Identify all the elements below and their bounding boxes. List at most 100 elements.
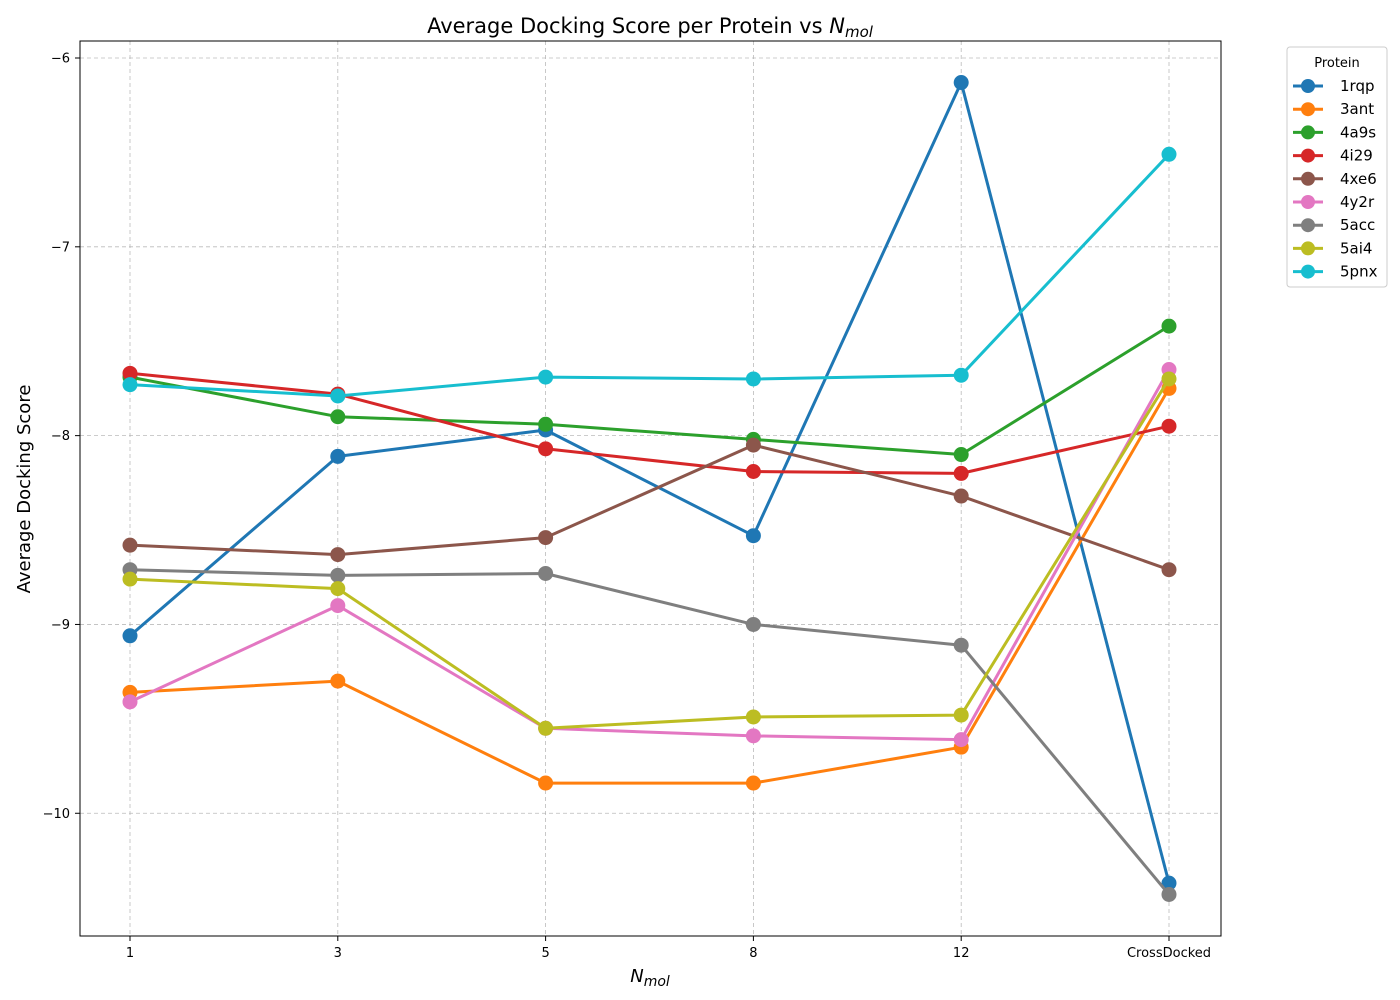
data-point [745, 528, 761, 544]
data-point [330, 388, 346, 404]
data-point [122, 537, 138, 553]
x-axis-title-var: N [630, 966, 643, 987]
series-line [129, 443, 1170, 572]
legend-label: 4i29 [1340, 147, 1373, 165]
series-5ai4 [122, 371, 1177, 736]
data-point [745, 464, 761, 480]
data-point [1161, 418, 1177, 434]
x-axis-title: Nmol [630, 966, 670, 990]
data-point [745, 728, 761, 744]
legend-marker [1301, 102, 1315, 117]
series-line [129, 378, 1171, 730]
legend-marker [1301, 79, 1315, 93]
series-line [129, 153, 1171, 398]
data-point [122, 694, 138, 710]
data-point [745, 775, 761, 791]
chart-title-main: Average Docking Score per Protein vs [427, 14, 829, 38]
data-point [953, 447, 969, 463]
legend-item: 1rqp [1293, 77, 1375, 95]
legend-item: 3ant [1293, 100, 1374, 118]
y-axis-title: Average Docking Score [14, 385, 35, 594]
legend-item: 4y2r [1293, 193, 1375, 211]
x-tick-label: 1 [126, 946, 134, 961]
data-point [330, 673, 346, 689]
x-tick-label: CrossDocked [1127, 946, 1211, 961]
legend-marker [1301, 171, 1315, 186]
y-tick-label: −10 [43, 807, 70, 822]
data-point [122, 365, 138, 381]
axes: 1 3 5 8 12 CrossDocked −10 −9 −8 −7 −6 [43, 40, 1222, 961]
data-point [745, 709, 761, 725]
data-point [953, 732, 969, 748]
data-point [953, 637, 969, 653]
legend-label: 3ant [1340, 100, 1374, 118]
data-point [1161, 562, 1177, 578]
legend-item: 4i29 [1293, 147, 1373, 165]
plot-frame [79, 40, 1222, 937]
data-point [745, 616, 761, 632]
grid-lines [80, 41, 1221, 936]
data-point [330, 547, 346, 563]
series-1rqp [122, 75, 1177, 891]
data-point [1161, 146, 1177, 162]
legend-item: 4a9s [1293, 123, 1376, 141]
chart-title-sub: mol [845, 23, 874, 41]
data-point [538, 720, 554, 736]
series-4i29 [122, 365, 1177, 481]
legend-label: 5ai4 [1340, 239, 1372, 257]
data-point [330, 581, 346, 597]
legend: Protein 1rqp 3ant 4a9s 4i29 4xe6 4y2r 5acc 5ai4… [1286, 46, 1388, 288]
data-point [1161, 371, 1177, 387]
data-point [953, 367, 969, 383]
series-4y2r [122, 362, 1177, 748]
y-tick-label: −9 [51, 618, 70, 633]
legend-label: 4y2r [1340, 193, 1375, 211]
series-group [122, 75, 1177, 902]
legend-item: 5pnx [1293, 263, 1378, 281]
data-point [122, 377, 138, 393]
legend-marker [1301, 195, 1315, 209]
data-point [330, 448, 346, 464]
legend-title: Protein [1314, 56, 1360, 71]
y-tick-label: −7 [51, 240, 70, 255]
data-point [330, 567, 346, 583]
legend-label: 4a9s [1340, 123, 1376, 141]
legend-item: 5ai4 [1293, 239, 1372, 257]
series-4xe6 [122, 437, 1177, 578]
legend-marker [1301, 218, 1315, 233]
data-point [1161, 318, 1177, 334]
legend-marker [1301, 125, 1315, 140]
data-point [745, 437, 761, 453]
x-tick-label: 12 [953, 946, 970, 961]
legend-item: 4xe6 [1293, 170, 1377, 188]
data-point [538, 565, 554, 581]
legend-label: 1rqp [1340, 77, 1375, 95]
legend-label: 5pnx [1340, 263, 1378, 281]
legend-marker [1301, 148, 1315, 163]
series-line [129, 368, 1171, 742]
data-point [953, 75, 969, 91]
series-line [129, 568, 1171, 896]
x-tick-label: 8 [749, 946, 757, 961]
data-point [330, 598, 346, 614]
x-tick-label: 3 [334, 946, 342, 961]
series-5pnx [122, 146, 1177, 404]
legend-item: 5acc [1293, 216, 1375, 234]
legend-label: 4xe6 [1340, 170, 1377, 188]
data-point [1161, 886, 1177, 902]
x-tick-label: 5 [541, 946, 549, 961]
data-point [538, 775, 554, 791]
data-point [538, 441, 554, 457]
data-point [953, 488, 969, 504]
legend-items: 1rqp 3ant 4a9s 4i29 4xe6 4y2r 5acc 5ai4 5pnx [1293, 77, 1378, 281]
series-5acc [122, 562, 1177, 902]
data-point [122, 571, 138, 587]
data-point [538, 369, 554, 385]
legend-marker [1301, 241, 1315, 256]
data-point [538, 416, 554, 432]
chart-title-var: N [829, 14, 845, 38]
series-4a9s [122, 318, 1177, 463]
data-point [122, 628, 138, 644]
legend-marker [1301, 264, 1315, 279]
